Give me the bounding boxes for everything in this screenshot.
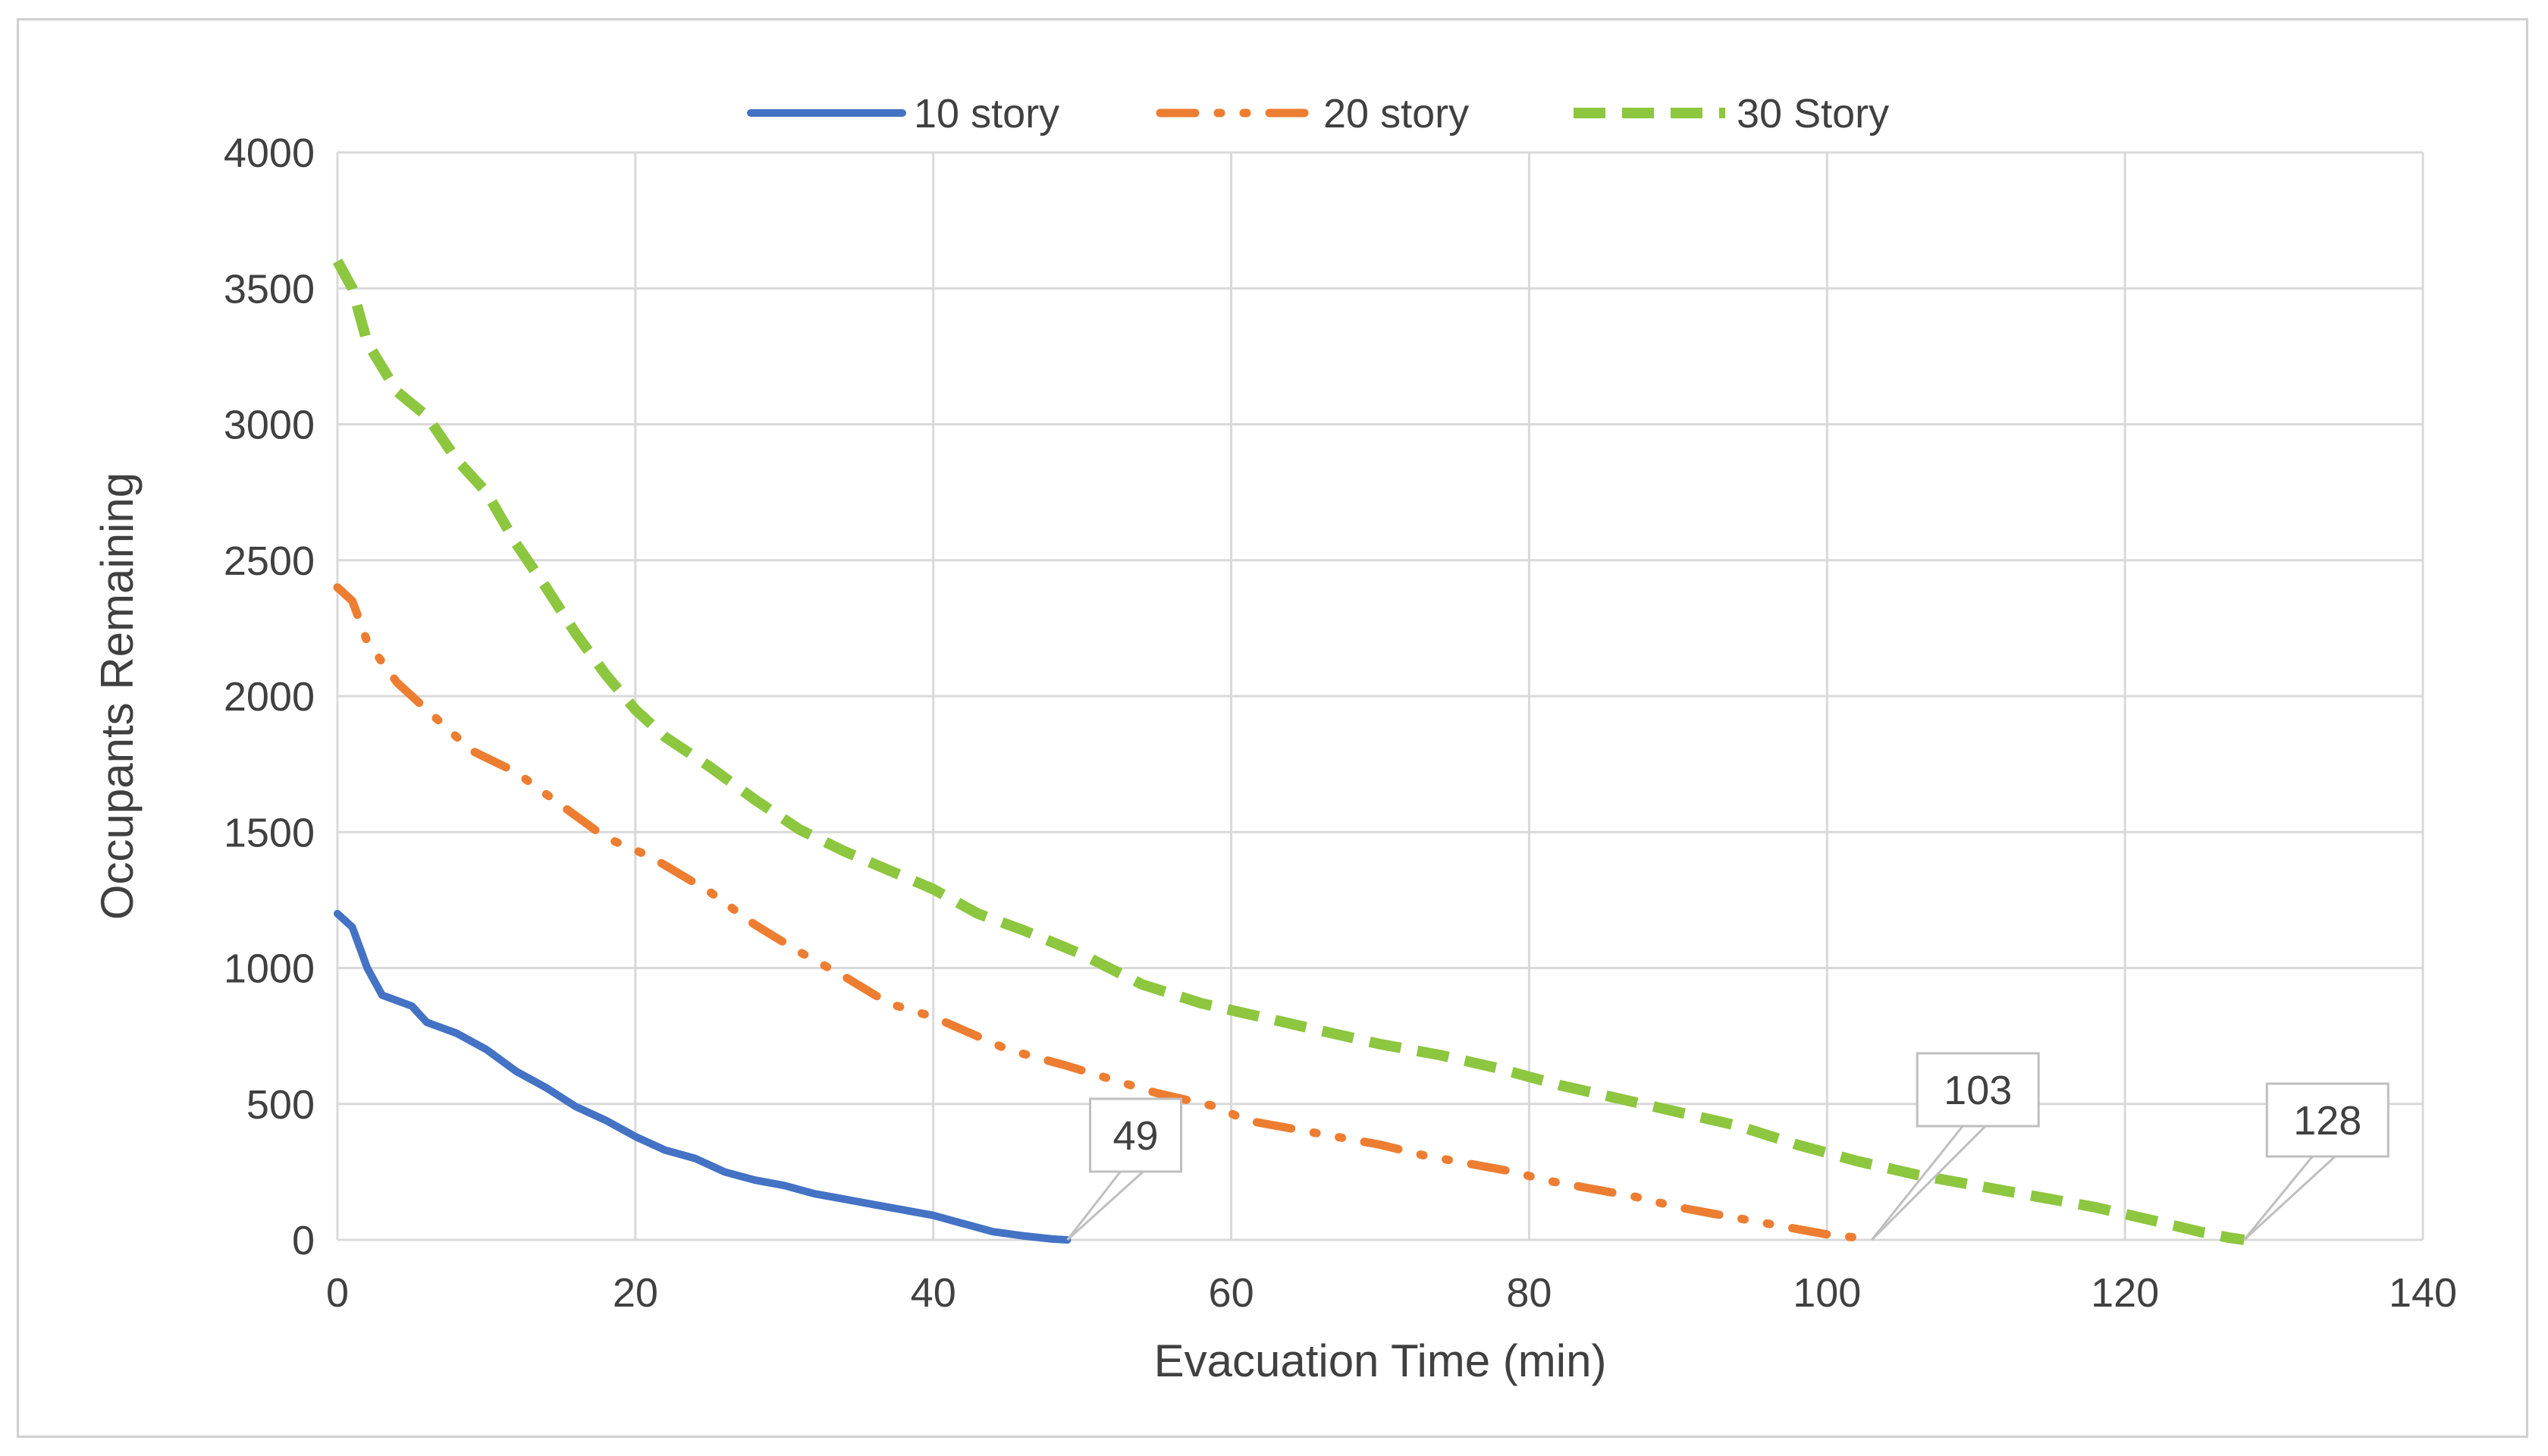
x-tick-label: 0 xyxy=(326,1270,349,1316)
callout-128: 128 xyxy=(2243,1082,2390,1241)
callout-label: 49 xyxy=(1112,1113,1158,1159)
axes: 0 20 40 60 80 100 120 140 0 500 1000 1500 2000 2500 30… xyxy=(224,130,2457,1316)
callout-pointer xyxy=(2243,1155,2339,1241)
y-tick-label: 2500 xyxy=(224,538,315,584)
y-tick-label: 500 xyxy=(246,1082,315,1128)
series-lines xyxy=(332,259,2245,1245)
series-line-20-story xyxy=(333,583,1876,1244)
y-tick-label: 3000 xyxy=(224,403,315,448)
y-tick-label: 2000 xyxy=(224,674,315,720)
x-tick-label: 120 xyxy=(2091,1270,2159,1316)
legend-label: 30 Story xyxy=(1737,91,1889,136)
x-tick-label: 60 xyxy=(1209,1270,1254,1316)
callout-box xyxy=(1089,1097,1182,1173)
x-axis-title: Evacuation Time (min) xyxy=(1154,1335,1607,1386)
x-tick-label: 140 xyxy=(2389,1270,2457,1316)
series-line-30-story xyxy=(332,259,2245,1245)
legend-item-20-story: 20 story xyxy=(1156,91,1469,136)
callout-label: 128 xyxy=(2293,1098,2361,1144)
series-line-10-story xyxy=(334,909,1072,1244)
y-tick-label: 1000 xyxy=(224,946,315,992)
y-tick-label: 4000 xyxy=(224,130,315,176)
x-tick-label: 100 xyxy=(1793,1270,1861,1316)
x-tick-label: 40 xyxy=(911,1270,956,1316)
legend: 10 story 20 story 30 Story xyxy=(747,91,1889,136)
callout-pointer xyxy=(1871,1125,1988,1241)
callout-pointer xyxy=(1066,1170,1147,1241)
legend-label: 20 story xyxy=(1323,91,1469,136)
legend-item-10-story: 10 story xyxy=(747,91,1059,136)
y-tick-label: 1500 xyxy=(224,810,315,855)
y-tick-label: 3500 xyxy=(224,266,315,312)
gridlines xyxy=(336,151,2424,1241)
end-time-callouts: 49 103 128 xyxy=(1066,1052,2390,1241)
y-axis-title: Occupants Remaining xyxy=(92,472,143,920)
legend-label: 10 story xyxy=(914,91,1059,136)
x-tick-label: 20 xyxy=(613,1270,658,1316)
callout-103: 103 xyxy=(1871,1052,2040,1241)
callout-label: 103 xyxy=(1944,1068,2012,1113)
callout-box xyxy=(1916,1052,2040,1128)
callout-box xyxy=(2265,1082,2390,1158)
y-tick-label: 0 xyxy=(292,1218,315,1263)
x-tick-label: 80 xyxy=(1506,1270,1552,1316)
legend-item-30-story: 30 Story xyxy=(1574,91,1889,136)
callout-49: 49 xyxy=(1066,1097,1182,1241)
chart-frame: 0 20 40 60 80 100 120 140 0 500 1000 1500 2000 2500 30… xyxy=(17,18,2528,1438)
line-chart: 0 20 40 60 80 100 120 140 0 500 1000 1500 2000 2500 30… xyxy=(92,91,2457,1386)
